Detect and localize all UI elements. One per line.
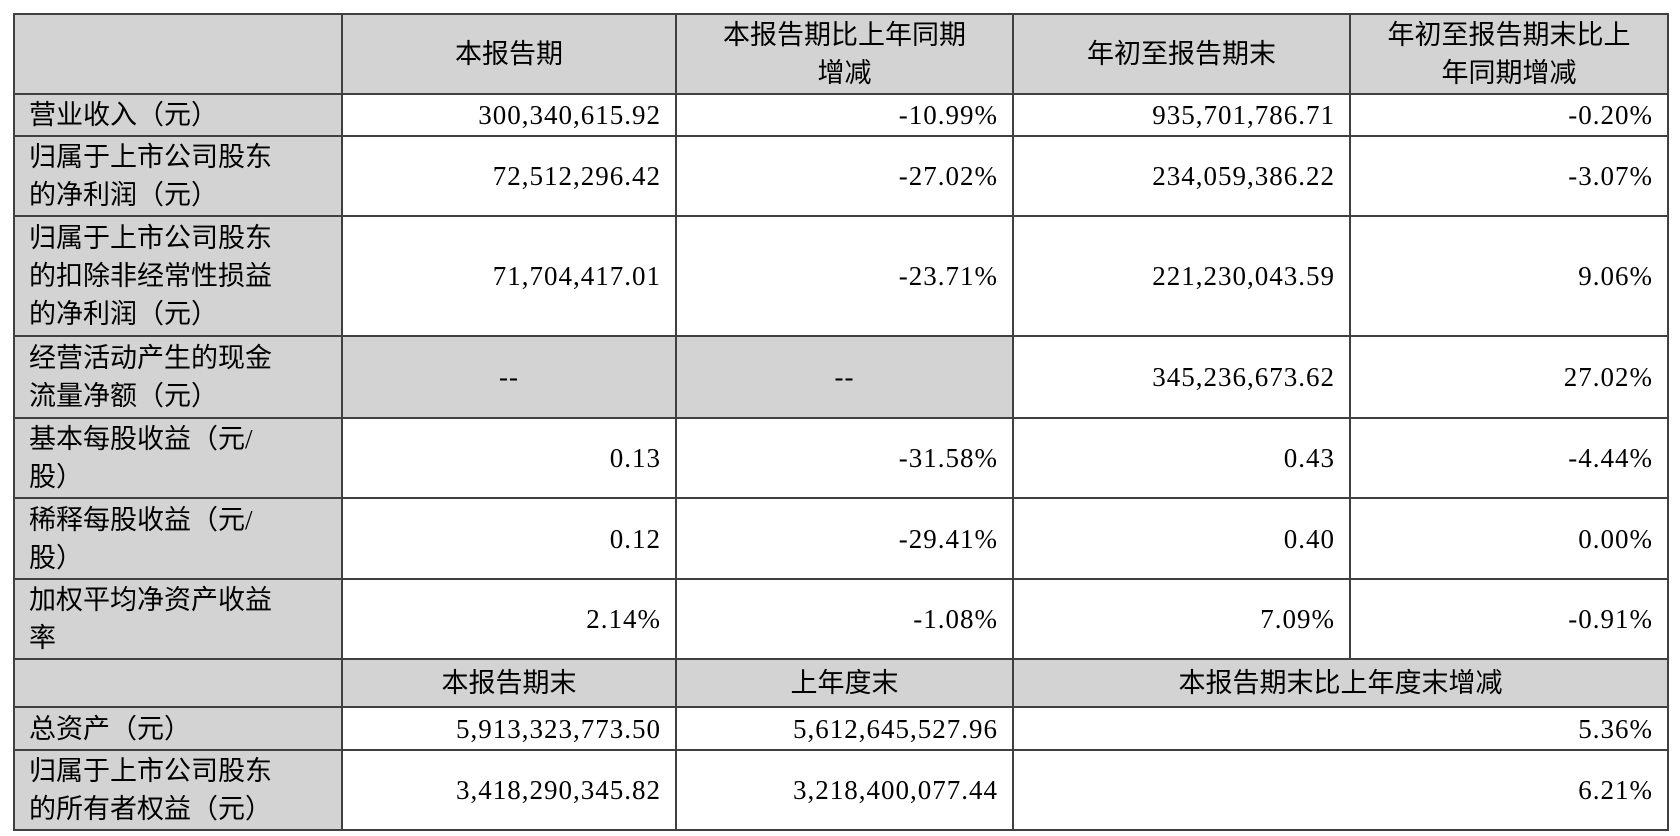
value-ytd: 234,059,386.22 xyxy=(1012,135,1351,217)
value-current-change: -23.71% xyxy=(675,215,1014,337)
value-current-period: 2.14% xyxy=(341,578,677,660)
value-ytd-change: 27.02% xyxy=(1349,335,1669,419)
value-period-end-change: 6.21% xyxy=(1012,749,1669,831)
value-current-period: 71,704,417.01 xyxy=(341,215,677,337)
row-label: 归属于上市公司股东 的所有者权益（元） xyxy=(13,749,343,831)
value-ytd: 935,701,786.71 xyxy=(1012,93,1351,137)
value-ytd-change: -4.44% xyxy=(1349,417,1669,499)
table-row-net-profit: 归属于上市公司股东 的净利润（元） 72,512,296.42 -27.02% … xyxy=(13,135,1669,217)
table-row-net-profit-excl-nonrecurring: 归属于上市公司股东 的扣除非经常性损益 的净利润（元） 71,704,417.0… xyxy=(13,215,1669,337)
value-current-change: -31.58% xyxy=(675,417,1014,499)
value-ytd-change: -0.91% xyxy=(1349,578,1669,660)
value-period-end: 5,913,323,773.50 xyxy=(341,706,677,751)
table-row-weighted-avg-roe: 加权平均净资产收益 率 2.14% -1.08% 7.09% -0.91% xyxy=(13,578,1669,660)
table-header-row-period-end: 本报告期末 上年度末 本报告期末比上年度末增减 xyxy=(13,658,1669,708)
row-label: 基本每股收益（元/ 股） xyxy=(13,417,343,499)
header-blank-cell xyxy=(13,658,343,708)
row-label: 加权平均净资产收益 率 xyxy=(13,578,343,660)
table-header-row-period: 本报告期 本报告期比上年同期 增减 年初至报告期末 年初至报告期末比上 年同期增… xyxy=(13,13,1669,95)
value-ytd: 0.43 xyxy=(1012,417,1351,499)
value-ytd-change: -3.07% xyxy=(1349,135,1669,217)
value-prev-year-end: 3,218,400,077.44 xyxy=(675,749,1014,831)
table-row-equity: 归属于上市公司股东 的所有者权益（元） 3,418,290,345.82 3,2… xyxy=(13,749,1669,831)
row-label: 经营活动产生的现金 流量净额（元） xyxy=(13,335,343,419)
table-row-revenue: 营业收入（元） 300,340,615.92 -10.99% 935,701,7… xyxy=(13,93,1669,137)
header-ytd-change: 年初至报告期末比上 年同期增减 xyxy=(1349,13,1669,95)
value-ytd-change: 0.00% xyxy=(1349,497,1669,580)
header-current-period-change: 本报告期比上年同期 增减 xyxy=(675,13,1014,95)
table-row-operating-cash-flow: 经营活动产生的现金 流量净额（元） -- -- 345,236,673.62 2… xyxy=(13,335,1669,419)
value-current-change: -1.08% xyxy=(675,578,1014,660)
table-row-basic-eps: 基本每股收益（元/ 股） 0.13 -31.58% 0.43 -4.44% xyxy=(13,417,1669,499)
row-label: 稀释每股收益（元/ 股） xyxy=(13,497,343,580)
row-label: 营业收入（元） xyxy=(13,93,343,137)
row-label: 归属于上市公司股东 的净利润（元） xyxy=(13,135,343,217)
key-financials-table: 本报告期 本报告期比上年同期 增减 年初至报告期末 年初至报告期末比上 年同期增… xyxy=(13,13,1669,831)
value-current-period: 0.13 xyxy=(341,417,677,499)
header-period-end-change: 本报告期末比上年度末增减 xyxy=(1012,658,1669,708)
header-period-end: 本报告期末 xyxy=(341,658,677,708)
value-current-change: -29.41% xyxy=(675,497,1014,580)
row-label: 归属于上市公司股东 的扣除非经常性损益 的净利润（元） xyxy=(13,215,343,337)
value-period-end-change: 5.36% xyxy=(1012,706,1669,751)
value-current-period: 300,340,615.92 xyxy=(341,93,677,137)
table-row-total-assets: 总资产（元） 5,913,323,773.50 5,612,645,527.96… xyxy=(13,706,1669,751)
value-prev-year-end: 5,612,645,527.96 xyxy=(675,706,1014,751)
value-ytd: 221,230,043.59 xyxy=(1012,215,1351,337)
value-current-period: 72,512,296.42 xyxy=(341,135,677,217)
value-ytd-change: 9.06% xyxy=(1349,215,1669,337)
header-ytd: 年初至报告期末 xyxy=(1012,13,1351,95)
header-current-period: 本报告期 xyxy=(341,13,677,95)
value-ytd-change: -0.20% xyxy=(1349,93,1669,137)
value-current-change: -10.99% xyxy=(675,93,1014,137)
value-ytd: 0.40 xyxy=(1012,497,1351,580)
value-current-period-na: -- xyxy=(341,335,677,419)
header-prev-year-end: 上年度末 xyxy=(675,658,1014,708)
header-blank-cell xyxy=(13,13,343,95)
value-ytd: 7.09% xyxy=(1012,578,1351,660)
value-period-end: 3,418,290,345.82 xyxy=(341,749,677,831)
value-current-period: 0.12 xyxy=(341,497,677,580)
value-ytd: 345,236,673.62 xyxy=(1012,335,1351,419)
row-label: 总资产（元） xyxy=(13,706,343,751)
table-row-diluted-eps: 稀释每股收益（元/ 股） 0.12 -29.41% 0.40 0.00% xyxy=(13,497,1669,580)
value-current-change-na: -- xyxy=(675,335,1014,419)
value-current-change: -27.02% xyxy=(675,135,1014,217)
